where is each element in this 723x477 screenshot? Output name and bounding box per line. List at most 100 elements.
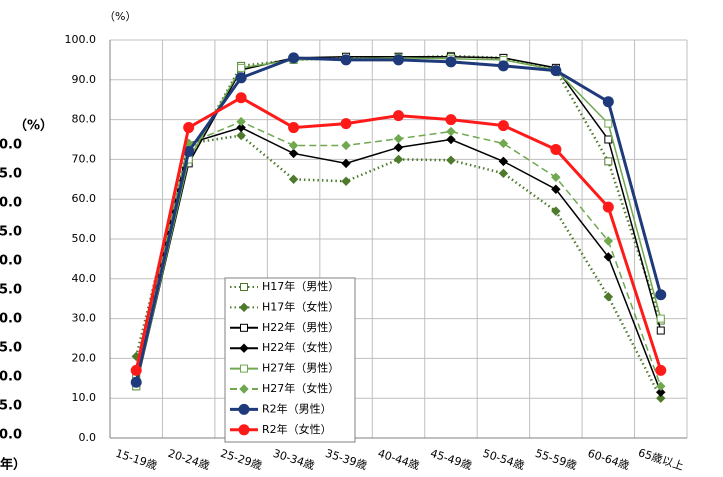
data-point: [656, 381, 666, 391]
x-tick-label: 25-29歳: [219, 447, 264, 473]
fragment-tick-label: 5.0: [0, 225, 22, 240]
data-point: [550, 143, 562, 155]
data-point: [445, 56, 457, 68]
data-point: [341, 140, 351, 151]
data-point: [445, 114, 457, 126]
data-point: [341, 176, 351, 186]
y-tick-label: 30.0: [72, 312, 97, 325]
fragment-footer: 年）: [0, 457, 26, 473]
y-tick-label: 60.0: [72, 192, 97, 205]
legend-label: H22年（男性）: [262, 320, 339, 334]
legend-marker: [240, 323, 248, 332]
data-point: [446, 126, 456, 137]
fragment-tick-label: 0.0: [0, 428, 22, 443]
data-point: [393, 133, 404, 144]
legend-label: H27年（男性）: [262, 361, 339, 375]
data-point: [393, 110, 404, 122]
data-point: [656, 326, 665, 335]
fragment-tick-label: 5.0: [0, 341, 22, 356]
data-point: [130, 364, 142, 376]
legend-marker: [238, 424, 250, 436]
data-point: [393, 142, 404, 153]
fragment-tick-label: 5.0: [0, 167, 22, 182]
data-point: [130, 376, 142, 388]
data-point: [551, 206, 561, 216]
x-tick-label: 45-49歳: [429, 447, 474, 473]
data-point: [656, 393, 666, 403]
data-point: [550, 65, 562, 77]
data-point: [602, 96, 614, 108]
data-point: [288, 140, 299, 151]
x-tick-label: 15-19歳: [114, 447, 159, 473]
data-point: [393, 54, 404, 66]
y-tick-label: 20.0: [72, 351, 97, 364]
data-point: [551, 184, 561, 194]
legend-label: R2年（男性）: [262, 401, 332, 415]
data-point: [497, 60, 509, 72]
x-tick-label: 40-44歳: [376, 447, 421, 473]
data-point: [498, 168, 509, 179]
x-tick-label: 55-59歳: [534, 447, 579, 473]
data-point: [655, 364, 667, 376]
data-point: [236, 116, 246, 127]
fragment-tick-label: 0.0: [0, 370, 22, 385]
data-point: [602, 201, 614, 213]
legend-label: H27年（女性）: [262, 381, 339, 395]
data-point: [341, 158, 351, 169]
y-tick-label: 90.0: [72, 73, 97, 86]
data-point: [603, 252, 614, 262]
data-point: [183, 122, 195, 134]
data-point: [235, 72, 247, 84]
legend-marker: [240, 283, 248, 291]
y-tick-label: 70.0: [72, 152, 97, 165]
data-point: [497, 120, 509, 132]
y-tick-label: 50.0: [72, 232, 97, 245]
legend-label: R2年（女性）: [262, 422, 332, 436]
legend-marker: [238, 403, 250, 415]
x-tick-label: 65歳以上: [637, 446, 686, 473]
data-point: [340, 118, 352, 130]
data-point: [237, 63, 246, 72]
data-point: [604, 157, 613, 166]
data-point: [551, 172, 561, 183]
data-point: [603, 292, 614, 302]
data-point: [393, 154, 404, 165]
y-tick-label: 10.0: [72, 391, 97, 404]
data-point: [288, 52, 300, 64]
x-tick-label: 30-34歳: [271, 447, 316, 473]
data-point: [236, 130, 246, 141]
data-point: [236, 122, 246, 133]
y-unit: （%）: [104, 10, 136, 23]
legend-label: H17年（女性）: [262, 299, 339, 313]
legend-box: [224, 277, 356, 443]
y-tick-label: 40.0: [72, 272, 97, 285]
fragment-tick-label: 5.0: [0, 283, 22, 298]
data-point: [446, 134, 456, 145]
data-point: [655, 289, 667, 301]
fragment-tick-label: 0.0: [0, 254, 22, 269]
y-tick-label: 100.0: [65, 33, 97, 46]
data-point: [288, 122, 300, 134]
fragment-tick-label: 0.0: [0, 196, 22, 211]
data-point: [604, 135, 613, 144]
legend-marker: [239, 343, 249, 353]
legend-label: H17年（男性）: [262, 279, 339, 293]
fragment-tick-label: 5.0: [0, 399, 22, 414]
legend-marker: [239, 302, 249, 313]
legend-marker: [239, 384, 249, 394]
data-point: [656, 314, 665, 323]
data-point: [288, 174, 299, 185]
y-tick-label: 0.0: [79, 431, 97, 444]
data-point: [340, 54, 352, 66]
fragment-unit: （%）: [14, 118, 53, 134]
data-point: [446, 155, 456, 165]
fragment-tick-label: 0.0: [0, 312, 22, 327]
data-point: [235, 92, 247, 104]
data-point: [603, 236, 614, 246]
legend-label: H22年（女性）: [262, 340, 339, 354]
x-tick-label: 60-64歳: [586, 447, 631, 473]
x-tick-label: 50-54歳: [481, 447, 526, 473]
legend-marker: [240, 364, 248, 373]
data-point: [498, 138, 509, 149]
